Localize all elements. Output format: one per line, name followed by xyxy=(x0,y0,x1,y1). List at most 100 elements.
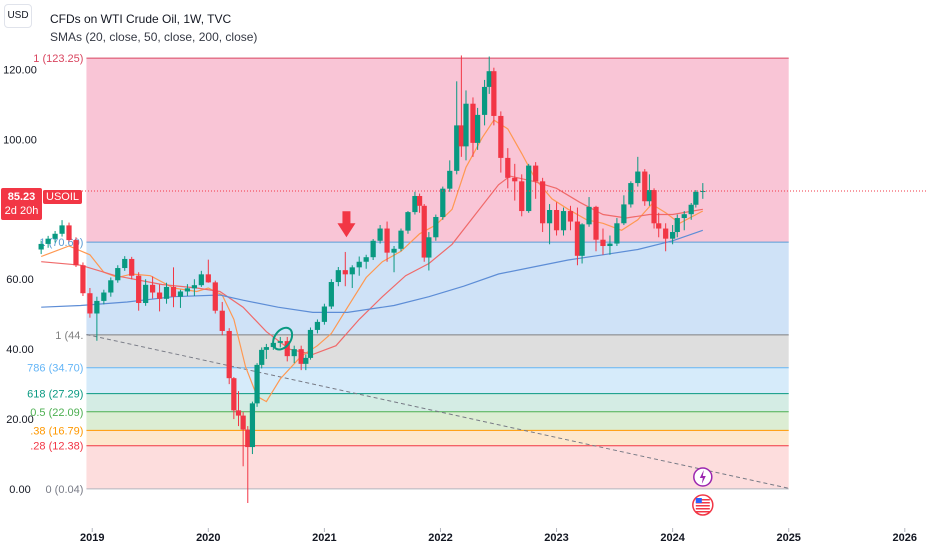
candle-body xyxy=(284,341,290,357)
candle-body xyxy=(198,274,204,286)
candle xyxy=(447,160,453,192)
fib-band-5 xyxy=(86,411,789,431)
candle xyxy=(540,177,546,233)
candle-body xyxy=(621,204,627,224)
currency-button[interactable]: USD xyxy=(4,4,32,28)
candle xyxy=(249,401,256,455)
indicator-legend[interactable]: SMAs (20, close, 50, close, 200, close) xyxy=(50,30,258,44)
fib-band-0 xyxy=(86,58,789,243)
candle-body xyxy=(307,329,314,358)
candle-body xyxy=(170,286,177,297)
candle-body xyxy=(412,196,418,213)
candle xyxy=(219,301,225,336)
candle-body xyxy=(553,210,560,231)
candle-body xyxy=(614,223,620,244)
candle xyxy=(416,193,423,213)
candle-body xyxy=(433,216,439,238)
candle xyxy=(170,267,177,308)
y-tick-label: 0.00 xyxy=(9,484,30,496)
candle-body xyxy=(156,292,163,299)
candle-body xyxy=(191,285,197,289)
candle-body xyxy=(454,125,460,171)
candle xyxy=(651,188,657,229)
x-tick-label: 2026 xyxy=(893,532,917,544)
candle-body xyxy=(384,228,390,253)
x-tick-label: 2021 xyxy=(312,532,336,544)
candle-body xyxy=(463,103,469,147)
candle-body xyxy=(184,288,191,292)
candle-body xyxy=(122,258,128,269)
candle xyxy=(567,205,574,231)
x-tick-label: 2025 xyxy=(776,532,800,544)
candle-body xyxy=(87,293,93,314)
candle-body xyxy=(342,270,348,275)
candle-body xyxy=(635,171,641,184)
candle xyxy=(498,111,504,173)
candle xyxy=(115,265,121,283)
down-arrow-annotation xyxy=(337,211,356,238)
candle xyxy=(663,223,669,252)
candle-body xyxy=(586,206,592,225)
candle xyxy=(579,223,585,264)
y-tick-label: 40.00 xyxy=(6,344,34,356)
candle xyxy=(470,97,476,157)
candle-body xyxy=(212,282,218,311)
candle xyxy=(136,272,142,311)
trendline xyxy=(86,333,789,489)
candle-body xyxy=(328,282,334,307)
fib-band-7 xyxy=(86,445,789,489)
candle-body xyxy=(45,238,51,244)
candle-body xyxy=(642,171,648,202)
candle-body xyxy=(546,210,553,224)
candle xyxy=(212,280,218,314)
candle-body xyxy=(498,115,504,158)
candle xyxy=(277,336,283,348)
x-tick-label: 2020 xyxy=(196,532,220,544)
candle xyxy=(398,228,404,252)
candle xyxy=(184,284,191,297)
candle-body xyxy=(219,310,225,331)
candle-body xyxy=(398,230,404,249)
candle xyxy=(384,221,390,262)
candle-body xyxy=(440,188,446,217)
candle-body xyxy=(335,270,341,283)
candle xyxy=(231,377,237,420)
candle-body xyxy=(115,268,121,281)
candle xyxy=(298,345,304,371)
candle-body xyxy=(391,248,397,253)
candle-body xyxy=(475,114,481,143)
candle-body xyxy=(149,284,156,293)
candle xyxy=(433,214,439,241)
candle xyxy=(198,270,204,287)
symbol-tag: USOIL xyxy=(43,190,83,204)
candle xyxy=(463,90,469,161)
candle xyxy=(303,354,309,371)
x-tick-label: 2019 xyxy=(80,532,104,544)
candle-body xyxy=(108,280,114,293)
candle xyxy=(363,254,369,269)
fib-label-0: 1 (123.25) xyxy=(33,53,83,65)
candle xyxy=(405,211,411,234)
candle-body xyxy=(129,258,135,276)
candle xyxy=(143,279,149,306)
x-tick-label: 2024 xyxy=(660,532,685,544)
candle xyxy=(505,148,511,189)
candle xyxy=(475,107,481,150)
candle-body xyxy=(421,205,427,258)
candle-body xyxy=(646,190,653,202)
candle xyxy=(38,240,44,255)
candle-body xyxy=(656,223,662,229)
candle-body xyxy=(231,378,237,411)
candle-body xyxy=(700,191,706,193)
candle xyxy=(526,163,532,213)
candle-body xyxy=(101,292,107,301)
y-tick-label: 60.00 xyxy=(6,274,34,286)
candle xyxy=(284,336,290,362)
candle xyxy=(546,204,553,245)
candle xyxy=(101,289,107,305)
candle-body xyxy=(651,190,657,224)
candle xyxy=(240,412,246,467)
candle-body xyxy=(533,165,539,182)
candle-body xyxy=(298,349,304,364)
